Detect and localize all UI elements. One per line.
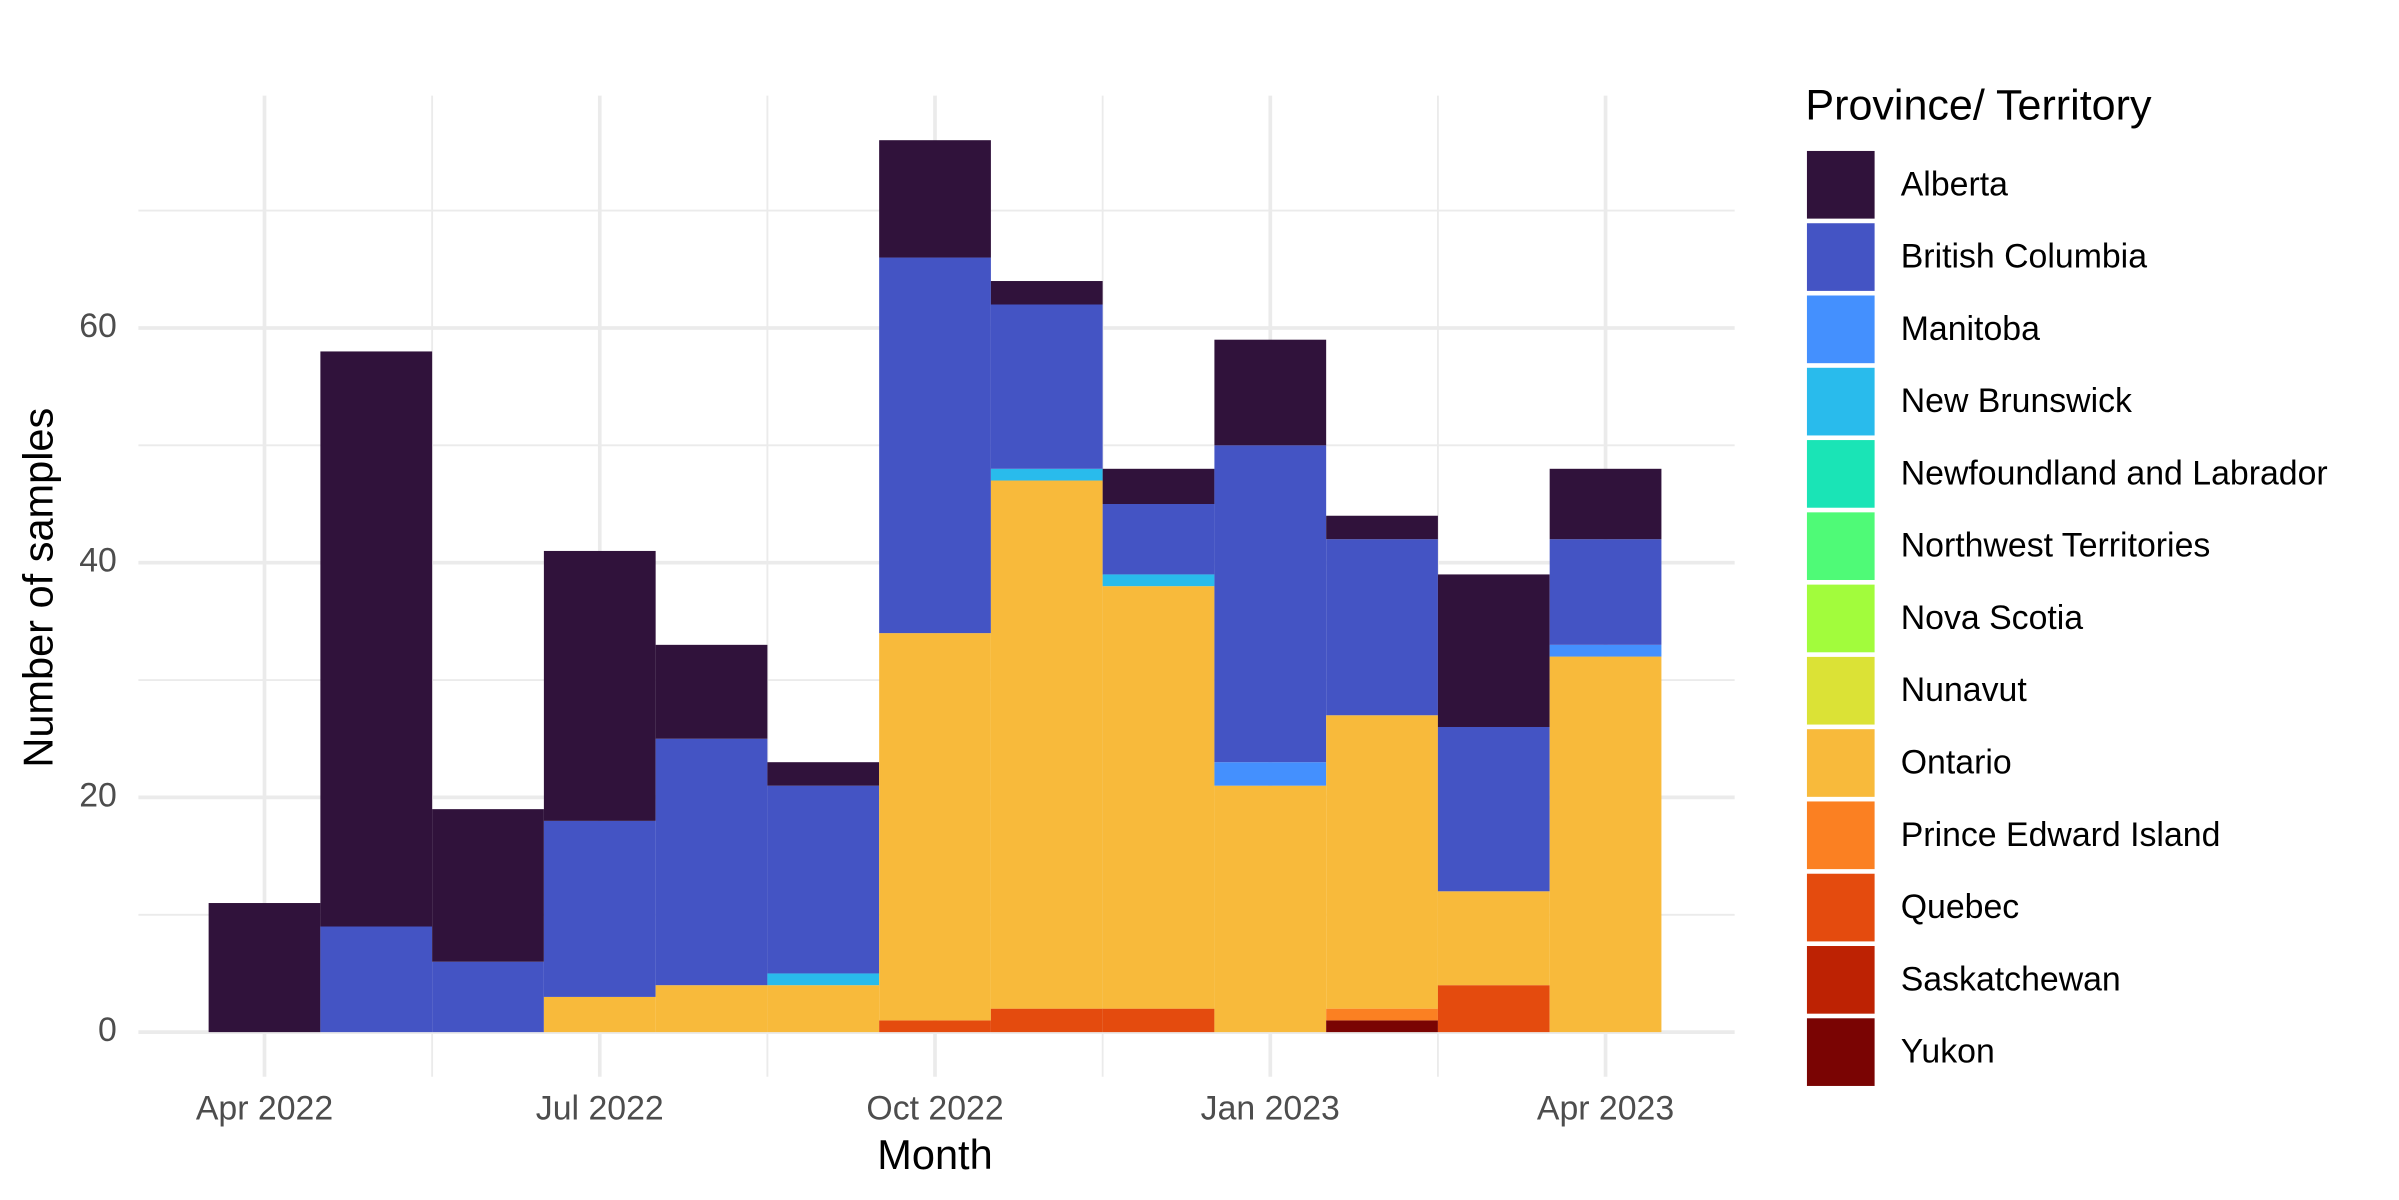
y-tick-label: 20 — [79, 776, 117, 814]
bar-segment — [990, 480, 1103, 1009]
bar-segment — [320, 351, 433, 927]
bar-segment — [990, 468, 1103, 481]
y-tick-label: 40 — [79, 542, 117, 580]
legend-label: Saskatchewan — [1901, 960, 2121, 998]
y-axis-title: Number of samples — [14, 408, 61, 768]
x-tick-label: Jan 2023 — [1201, 1089, 1340, 1127]
y-tick-label: 60 — [79, 307, 117, 345]
legend-label: Ontario — [1901, 743, 2012, 781]
bar-segment — [879, 257, 991, 634]
bar-segment — [1549, 539, 1662, 645]
legend-label: Nova Scotia — [1901, 599, 2084, 637]
bar-segment — [655, 644, 768, 739]
legend-key — [1806, 729, 1875, 797]
legend-label: Yukon — [1901, 1033, 1995, 1071]
x-tick-label: Apr 2022 — [196, 1089, 333, 1127]
bar-segment — [543, 996, 656, 1033]
legend-label: Manitoba — [1901, 310, 2040, 348]
legend-key — [1806, 1018, 1875, 1086]
bar-segment — [1549, 644, 1662, 657]
x-tick-label: Apr 2023 — [1537, 1089, 1674, 1127]
legend-key — [1806, 295, 1875, 364]
legend-title: Province/ Territory — [1805, 81, 2152, 129]
legend-label: British Columbia — [1901, 238, 2147, 276]
bar-segment — [432, 961, 544, 1033]
bar-segment — [1549, 656, 1662, 1033]
x-tick-label: Jul 2022 — [536, 1089, 664, 1127]
bar-segment — [1326, 539, 1438, 716]
bar-segment — [767, 785, 880, 974]
bar-segment — [1102, 468, 1215, 505]
bar-segment — [767, 973, 880, 986]
bar-segment — [990, 281, 1103, 305]
bar-segment — [432, 809, 544, 962]
bar-segment — [879, 633, 991, 1021]
bar-segment — [1326, 1020, 1438, 1033]
bar-segment — [1549, 468, 1662, 540]
bar-segment — [1326, 1008, 1438, 1021]
legend-key — [1806, 440, 1875, 508]
legend-key — [1806, 223, 1875, 291]
bar-segment — [1437, 985, 1550, 1033]
legend-key — [1806, 873, 1875, 942]
legend-key — [1806, 512, 1875, 581]
y-tick-label: 0 — [98, 1011, 117, 1049]
legend-label: Prince Edward Island — [1901, 816, 2221, 854]
bar-segment — [208, 903, 321, 1033]
bar-segment — [990, 304, 1103, 469]
legend-label: Northwest Territories — [1901, 527, 2211, 565]
bar-segment — [1437, 891, 1550, 986]
bar-segment — [1437, 574, 1550, 727]
bar-segment — [879, 1020, 991, 1033]
legend-key — [1806, 801, 1875, 870]
bar-segment — [320, 926, 433, 1033]
bar-segment — [655, 985, 768, 1033]
bar-segment — [767, 985, 880, 1033]
bar-segment — [990, 1008, 1103, 1033]
legend-key — [1806, 584, 1875, 653]
legend-label: Alberta — [1901, 165, 2008, 203]
legend-key — [1806, 150, 1875, 219]
bar-segment — [655, 738, 768, 986]
bar-segment — [1326, 515, 1438, 540]
bar-segment — [767, 762, 880, 786]
x-axis-title: Month — [877, 1131, 992, 1178]
bar-segment — [1102, 586, 1215, 1009]
bar-segment — [1214, 762, 1327, 786]
legend-key — [1806, 367, 1875, 436]
bar-segment — [879, 140, 991, 258]
legend-label: Newfoundland and Labrador — [1901, 454, 2328, 492]
bar-segment — [1214, 445, 1327, 763]
legend-label: Quebec — [1901, 888, 2020, 926]
bar-segment — [1214, 339, 1327, 446]
bar-segment — [1326, 715, 1438, 1009]
x-tick-label: Oct 2022 — [866, 1089, 1003, 1127]
bar-segment — [1102, 504, 1215, 575]
bar-segment — [1214, 785, 1327, 1033]
bar-segment — [1102, 574, 1215, 587]
legend-label: Nunavut — [1901, 671, 2028, 709]
legend-key — [1806, 946, 1875, 1014]
bar-segment — [1102, 1008, 1215, 1033]
bar-segment — [543, 820, 656, 997]
legend-label: New Brunswick — [1901, 382, 2132, 420]
bar-segment — [543, 550, 656, 821]
bar-segment — [1437, 726, 1550, 892]
legend-key — [1806, 656, 1875, 725]
